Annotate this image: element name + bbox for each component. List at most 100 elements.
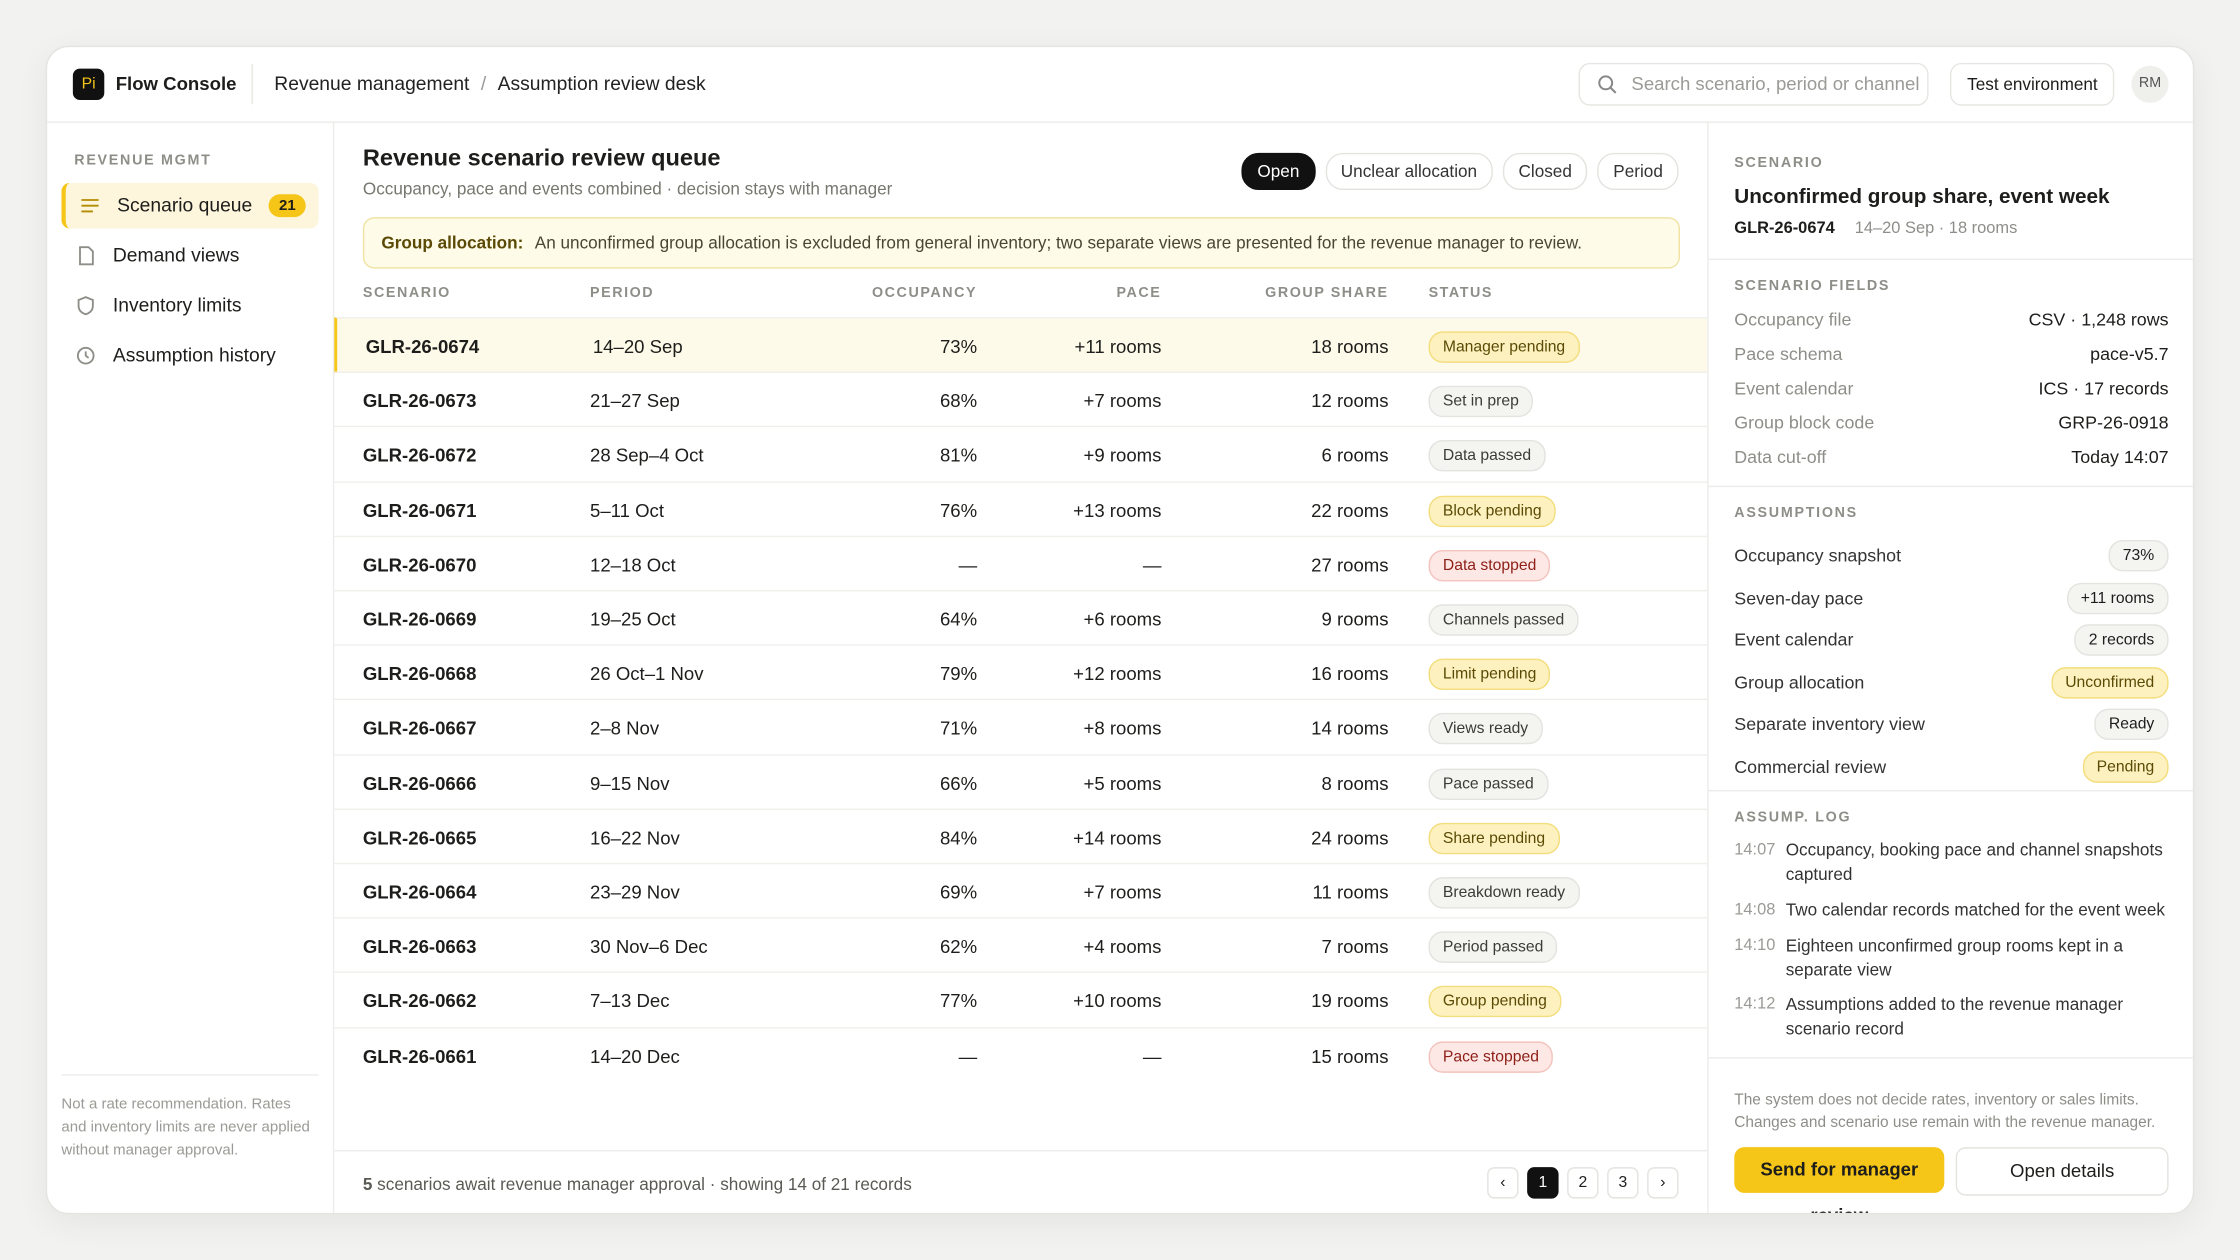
status-pill: Period passed — [1428, 931, 1558, 964]
footer-count: 5 — [362, 1174, 373, 1195]
table-row[interactable]: GLR-26-0674 14–20 Sep 73% +11 rooms 18 rooms… — [334, 317, 1708, 373]
table-header: SCENARIO PERIOD OCCUPANCY PACE GROUP SHARE ST… — [334, 286, 1707, 317]
detail-period: 14–20 Sep · 18 rooms — [1854, 219, 2018, 238]
column-header: OCCUPANCY — [871, 285, 978, 302]
search-box[interactable]: Search scenario, period or channel — [1578, 62, 1929, 106]
nav-item[interactable]: Assumption history — [61, 333, 318, 379]
table-cell: 12 rooms — [1311, 390, 1389, 412]
field-row: Data cut-off Today 14:07 — [1734, 447, 2168, 467]
field-value: ICS · 17 records — [2038, 378, 2169, 399]
secondary-button[interactable]: Open details — [1955, 1147, 2169, 1196]
table-cell: +11 rooms — [1074, 335, 1162, 358]
filters: Open Unclear allocation Closed Period — [1241, 152, 1679, 190]
assumption-pill: Pending — [2082, 751, 2169, 783]
table-row[interactable]: GLR-26-0667 2–8 Nov 71% +8 rooms 14 rooms Vie… — [334, 699, 1708, 755]
field-row: Group block code GRP-26-0918 — [1734, 413, 2168, 433]
scenario-id: GLR-26-0666 — [362, 772, 477, 794]
assumption-row: Group allocation Unconfirmed — [1734, 666, 2169, 699]
table-cell: 81% — [939, 444, 978, 467]
table-cell: — — [1142, 553, 1162, 576]
table-cell: +7 rooms — [1083, 881, 1162, 903]
search-icon — [1598, 75, 1617, 94]
field-value: GRP-26-0918 — [2058, 412, 2169, 433]
assumption-label: Occupancy snapshot — [1734, 545, 1902, 566]
table-cell: 24 rooms — [1311, 826, 1389, 849]
assumption-row: Seven-day pace +11 rooms — [1734, 582, 2169, 614]
title: Revenue scenario review queue — [362, 145, 721, 172]
pagination: ‹ 1 2 3 › — [1487, 1167, 1679, 1199]
table-row[interactable]: GLR-26-0663 30 Nov–6 Dec 62% +4 rooms 7 room… — [334, 917, 1708, 973]
column-header: PACE — [1116, 285, 1162, 302]
table-row[interactable]: GLR-26-0665 16–22 Nov 84% +14 rooms 24 rooms… — [334, 808, 1708, 864]
page-button[interactable]: 1 — [1527, 1167, 1559, 1199]
filter-button[interactable]: Closed — [1502, 152, 1588, 190]
table-cell: 16–22 Nov — [589, 826, 680, 849]
page-button[interactable]: › — [1647, 1167, 1679, 1199]
table-cell: 5–11 Oct — [589, 499, 664, 521]
table-cell: +6 rooms — [1083, 608, 1162, 630]
status-pill: Manager pending — [1428, 331, 1580, 363]
filter-button[interactable]: Open — [1241, 152, 1316, 190]
nav-item[interactable]: Inventory limits — [61, 283, 318, 329]
page-button[interactable]: 3 — [1607, 1167, 1639, 1199]
table-row[interactable]: GLR-26-0672 28 Sep–4 Oct 81% +9 rooms 6 room… — [334, 426, 1708, 482]
table-row[interactable]: GLR-26-0666 9–15 Nov 66% +5 rooms 8 rooms Pac… — [334, 753, 1708, 810]
divider — [251, 64, 253, 105]
assumption-label: Seven-day pace — [1734, 587, 1864, 608]
alert-text: An unconfirmed group allocation is exclu… — [534, 232, 1583, 253]
assumption-row: Separate inventory view Ready — [1734, 709, 2169, 741]
environment-button[interactable]: Test environment — [1949, 62, 2115, 106]
scenario-id: GLR-26-0664 — [362, 881, 477, 903]
breadcrumb-item: Assumption review desk — [497, 72, 706, 95]
table-row[interactable]: GLR-26-0664 23–29 Nov 69% +7 rooms 11 rooms B… — [334, 862, 1708, 919]
table-row[interactable]: GLR-26-0669 19–25 Oct 64% +6 rooms 9 rooms Ch… — [334, 589, 1708, 646]
nav-item[interactable]: Scenario queue 21 — [61, 182, 319, 229]
table-cell: 2–8 Nov — [589, 717, 660, 740]
status-pill: Limit pending — [1428, 658, 1551, 691]
status-pill: Share pending — [1428, 822, 1560, 854]
log-entry: 14:12 Assumptions added to the revenue ma… — [1734, 993, 2168, 1042]
scenario-id: GLR-26-0671 — [362, 499, 477, 521]
column-header: SCENARIO — [362, 285, 451, 302]
breadcrumb-item[interactable]: Revenue management — [274, 72, 470, 95]
table-row[interactable]: GLR-26-0662 7–13 Dec 77% +10 rooms 19 rooms G… — [334, 971, 1708, 1028]
table-cell: +5 rooms — [1083, 772, 1162, 794]
nav-label: Scenario queue — [117, 194, 253, 216]
assumptions-section: ASSUMPTIONS Occupancy snapshot 73% Seven-d… — [1708, 487, 2193, 792]
filter-button[interactable]: Unclear allocation — [1325, 152, 1493, 190]
table-row[interactable]: GLR-26-0661 14–20 Dec — — 15 rooms Pace stopp… — [334, 1026, 1708, 1083]
field-value: CSV · 1,248 rows — [2028, 309, 2169, 330]
table-row[interactable]: GLR-26-0670 12–18 Oct — — 27 rooms Data stopp… — [334, 535, 1708, 591]
table-cell: — — [958, 1045, 978, 1067]
table-cell: +12 rooms — [1073, 663, 1162, 685]
field-row: Occupancy file CSV · 1,248 rows — [1734, 310, 2168, 330]
table-row[interactable]: GLR-26-0671 5–11 Oct 76% +13 rooms 22 rooms B… — [334, 480, 1708, 537]
table-row[interactable]: GLR-26-0668 26 Oct–1 Nov 79% +12 rooms 16 ro… — [334, 644, 1708, 701]
primary-button[interactable]: Send for manager review — [1734, 1147, 1945, 1213]
column-header: PERIOD — [589, 285, 655, 302]
field-key: Group block code — [1734, 412, 1875, 433]
assumption-label: Group allocation — [1734, 672, 1865, 693]
nav-icon — [81, 199, 99, 213]
detail-panel: SCENARIO Unconfirmed group share, event … — [1708, 123, 2193, 1213]
table-cell: 7 rooms — [1321, 935, 1389, 958]
assumption-label: Commercial review — [1734, 757, 1887, 778]
table-cell: 79% — [939, 663, 978, 685]
avatar[interactable]: RM — [2131, 65, 2169, 103]
log-entry: 14:07 Occupancy, booking pace and channel… — [1734, 839, 2168, 888]
page-button[interactable]: ‹ — [1487, 1167, 1519, 1199]
app-window: Pi Flow Console Revenue management / Assum… — [45, 45, 2195, 1215]
page-button[interactable]: 2 — [1567, 1167, 1599, 1199]
column-header: STATUS — [1428, 285, 1494, 302]
log-entry: 14:08 Two calendar records matched for th… — [1734, 899, 2168, 923]
table-cell: +9 rooms — [1083, 444, 1162, 467]
section-label: ASSUMP. LOG — [1734, 809, 1852, 826]
table-cell: 23–29 Nov — [589, 881, 680, 903]
filter-button[interactable]: Period — [1597, 152, 1679, 190]
field-key: Data cut-off — [1734, 447, 1827, 468]
nav-item[interactable]: Demand views — [61, 233, 318, 279]
table-row[interactable]: GLR-26-0673 21–27 Sep 68% +7 rooms 12 rooms S… — [334, 371, 1708, 428]
log-time: 14:10 — [1734, 937, 1776, 955]
scenario-id: GLR-26-0670 — [362, 553, 477, 576]
field-value: Today 14:07 — [2071, 447, 2169, 468]
